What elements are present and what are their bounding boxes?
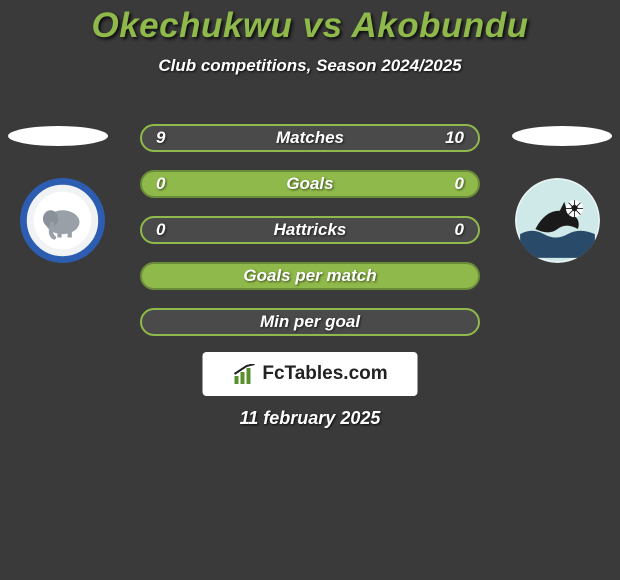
stat-bar-value-right: 10 (445, 128, 464, 148)
brand-box: FcTables.com (203, 352, 418, 396)
brand-chart-icon (232, 364, 256, 384)
stat-bar: Goals 0 0 (140, 170, 480, 198)
stat-bar-value-right: 0 (455, 174, 464, 194)
stat-bar-value-right: 0 (455, 220, 464, 240)
stat-bar-value-left: 9 (156, 128, 165, 148)
stat-bar: Goals per match (140, 262, 480, 290)
player-right-ellipse (512, 126, 612, 146)
stat-bar-label: Matches (276, 128, 344, 148)
club-logo-right (515, 178, 600, 263)
brand-text: FcTables.com (262, 363, 387, 385)
club-logo-left (20, 178, 105, 263)
stat-bar-label: Min per goal (260, 312, 360, 332)
dolphin-logo-icon (515, 178, 600, 263)
player-left-ellipse (8, 126, 108, 146)
date-text: 11 february 2025 (0, 408, 620, 429)
stat-bar: Min per goal (140, 308, 480, 336)
enyimba-logo-icon (20, 178, 105, 263)
stat-bar: Hattricks 0 0 (140, 216, 480, 244)
stat-bar-label: Goals (286, 174, 333, 194)
page-subtitle: Club competitions, Season 2024/2025 (0, 56, 620, 76)
stat-bar: Matches 9 10 (140, 124, 480, 152)
stat-bar-label: Goals per match (243, 266, 376, 286)
stat-bars: Matches 9 10 Goals 0 0 Hattricks 0 0 Goals per ma… (140, 124, 480, 354)
stat-bar-value-left: 0 (156, 220, 165, 240)
stat-bar-label: Hattricks (274, 220, 347, 240)
stat-bar-value-left: 0 (156, 174, 165, 194)
page-title: Okechukwu vs Akobundu (0, 0, 620, 46)
